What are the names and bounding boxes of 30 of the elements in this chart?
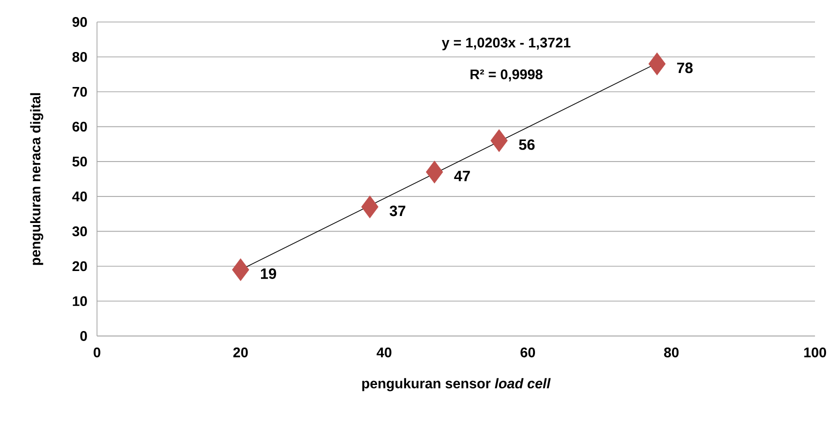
x-tick-label: 100 (804, 347, 826, 358)
data-label: 19 (261, 268, 276, 279)
y-tick-label: 40 (72, 191, 87, 202)
y-tick-label: 30 (72, 226, 87, 236)
data-label: 56 (519, 139, 535, 150)
x-tick-label: 80 (664, 347, 679, 358)
y-tick-label: 0 (80, 331, 87, 341)
y-tick-label: 10 (72, 296, 87, 306)
annotation: y = 1,0203x - 1,3721 (442, 38, 570, 50)
y-axis-title: pengukuran neraca digital (30, 93, 44, 265)
point (648, 52, 666, 76)
x-tick-label: 40 (376, 347, 392, 358)
point (426, 160, 443, 184)
x-tick-label: 20 (233, 347, 248, 358)
y-tick-label: 90 (72, 17, 87, 27)
data-label: 47 (454, 170, 470, 182)
x-axis-title: pengukuran sensor load cell (362, 378, 551, 392)
point (361, 196, 378, 218)
y-tick-label: 70 (72, 86, 87, 97)
annotation: R² = 0,9998 (470, 69, 542, 82)
y-tick-label: 20 (72, 261, 87, 272)
x-tick-label: 60 (520, 347, 535, 358)
x-tick-label: 0 (94, 347, 100, 358)
y-tick-label: 80 (72, 52, 87, 62)
y-tick-label: 50 (72, 156, 87, 166)
point (232, 258, 250, 281)
y-tick-label: 60 (72, 122, 87, 132)
data-label: 37 (390, 206, 406, 216)
point (490, 129, 508, 152)
data-label: 78 (677, 62, 693, 74)
